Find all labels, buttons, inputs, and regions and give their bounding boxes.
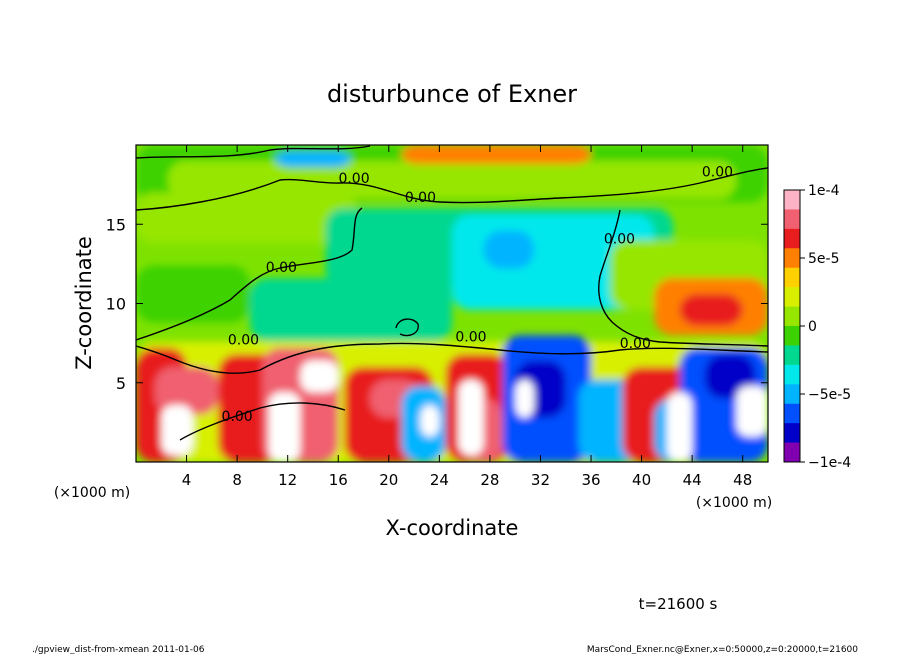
colorbar-segment [784, 326, 800, 346]
colorbar-segment [784, 209, 800, 230]
contour-line [598, 209, 768, 347]
plot-area: 0.00 0.00 0.00 0.00 0.00 0.00 0.00 0.00 0.00 [135, 144, 769, 463]
colorbar-segment [784, 442, 800, 463]
contour-label: 0.00 [338, 171, 369, 187]
x-tick-label: 16 [329, 471, 348, 489]
contour-line [136, 207, 363, 341]
field-patch [401, 145, 592, 165]
contour-labels: 0.00 0.00 0.00 0.00 0.00 0.00 0.00 0.00 0.00 [222, 165, 733, 425]
colorbar-segment [784, 190, 800, 210]
field-patch [136, 192, 358, 244]
colorbar-segment [784, 248, 800, 269]
y-tick-label: 5 [116, 374, 126, 393]
field-patch [154, 366, 219, 415]
x-tick-label: 40 [632, 471, 651, 489]
colorbar: 1e-4 5e-5 0 −5e-5 −1e-4 [783, 183, 851, 471]
y-tick-label: 10 [106, 295, 126, 314]
field-patch-out-of-range [515, 379, 535, 418]
colorbar-tick-label: 5e-5 [808, 251, 839, 267]
contour-label: 0.00 [455, 330, 486, 346]
contour-label: 0.00 [405, 190, 436, 206]
y-axis-label: Z-coordinate [72, 236, 96, 370]
colorbar-segment [784, 384, 800, 405]
x-axis-label: X-coordinate [386, 516, 519, 540]
field-patch [249, 278, 452, 342]
contour-line [179, 402, 346, 441]
colorbar-tick-label: 0 [808, 319, 817, 335]
contour-label: 0.00 [702, 165, 733, 181]
field-patch [275, 151, 351, 168]
colorbar-tick-label: −1e-4 [808, 455, 851, 471]
colorbar-segment [784, 228, 800, 249]
field-patch [136, 265, 250, 323]
contour-label: 0.00 [620, 336, 651, 352]
field-patch-out-of-range [736, 385, 768, 437]
field-patch-out-of-range [161, 404, 193, 456]
colorbar-tick-label: −5e-5 [808, 387, 851, 403]
colorbar-segment [784, 287, 800, 308]
field-patch [679, 293, 743, 326]
zero-contours [136, 145, 768, 441]
contour-label: 0.00 [228, 333, 259, 349]
x-units-label-right: (×1000 m) [696, 495, 772, 511]
footer-left-note: ./gpview_dist-from-xmean 2011-01-06 [32, 645, 205, 654]
x-tick-label: 4 [182, 471, 192, 489]
x-tick-label: 36 [581, 471, 600, 489]
x-axis: 4 8 12 16 20 24 28 32 36 40 44 48 [182, 145, 752, 489]
x-tick-label: 12 [278, 471, 297, 489]
y-axis: 5 10 15 [106, 215, 768, 393]
chart-title: disturbunce of Exner [327, 80, 577, 108]
x-tick-label: 32 [531, 471, 550, 489]
x-tick-label: 28 [480, 471, 499, 489]
x-tick-label: 24 [430, 471, 449, 489]
contour-line [395, 318, 419, 337]
field-patch-out-of-range [420, 404, 440, 437]
x-units-label-left: (×1000 m) [54, 485, 130, 501]
x-tick-label: 20 [379, 471, 398, 489]
contour-line [136, 145, 371, 159]
colorbar-segment [784, 345, 800, 366]
contour-line [136, 167, 768, 211]
colorbar-tick-label: 1e-4 [808, 183, 840, 199]
contour-label: 0.00 [604, 231, 635, 247]
field-patch [167, 160, 737, 199]
time-label: t=21600 s [639, 595, 718, 613]
field-patch-out-of-range [666, 392, 693, 462]
field-patch-out-of-range [458, 379, 484, 456]
x-tick-label: 8 [232, 471, 242, 489]
contour-line [136, 342, 768, 374]
field-patch-out-of-range [268, 392, 301, 462]
x-tick-label: 44 [683, 471, 702, 489]
footer-right-note: MarsCond_Exner.nc@Exner,x=0:50000,z=0:20… [587, 645, 858, 654]
colorbar-segment [784, 306, 800, 327]
y-tick-label: 15 [106, 215, 126, 234]
contour-label: 0.00 [222, 409, 253, 425]
field-patch [483, 230, 535, 269]
x-tick-label: 48 [733, 471, 752, 489]
colorbar-segment [784, 364, 800, 385]
contour-label: 0.00 [266, 260, 297, 276]
colorbar-segment [784, 267, 800, 288]
colorbar-segment [784, 403, 800, 424]
colorbar-segment [784, 423, 800, 444]
field-patch-out-of-range [300, 360, 339, 393]
heatmap-field [136, 145, 768, 462]
